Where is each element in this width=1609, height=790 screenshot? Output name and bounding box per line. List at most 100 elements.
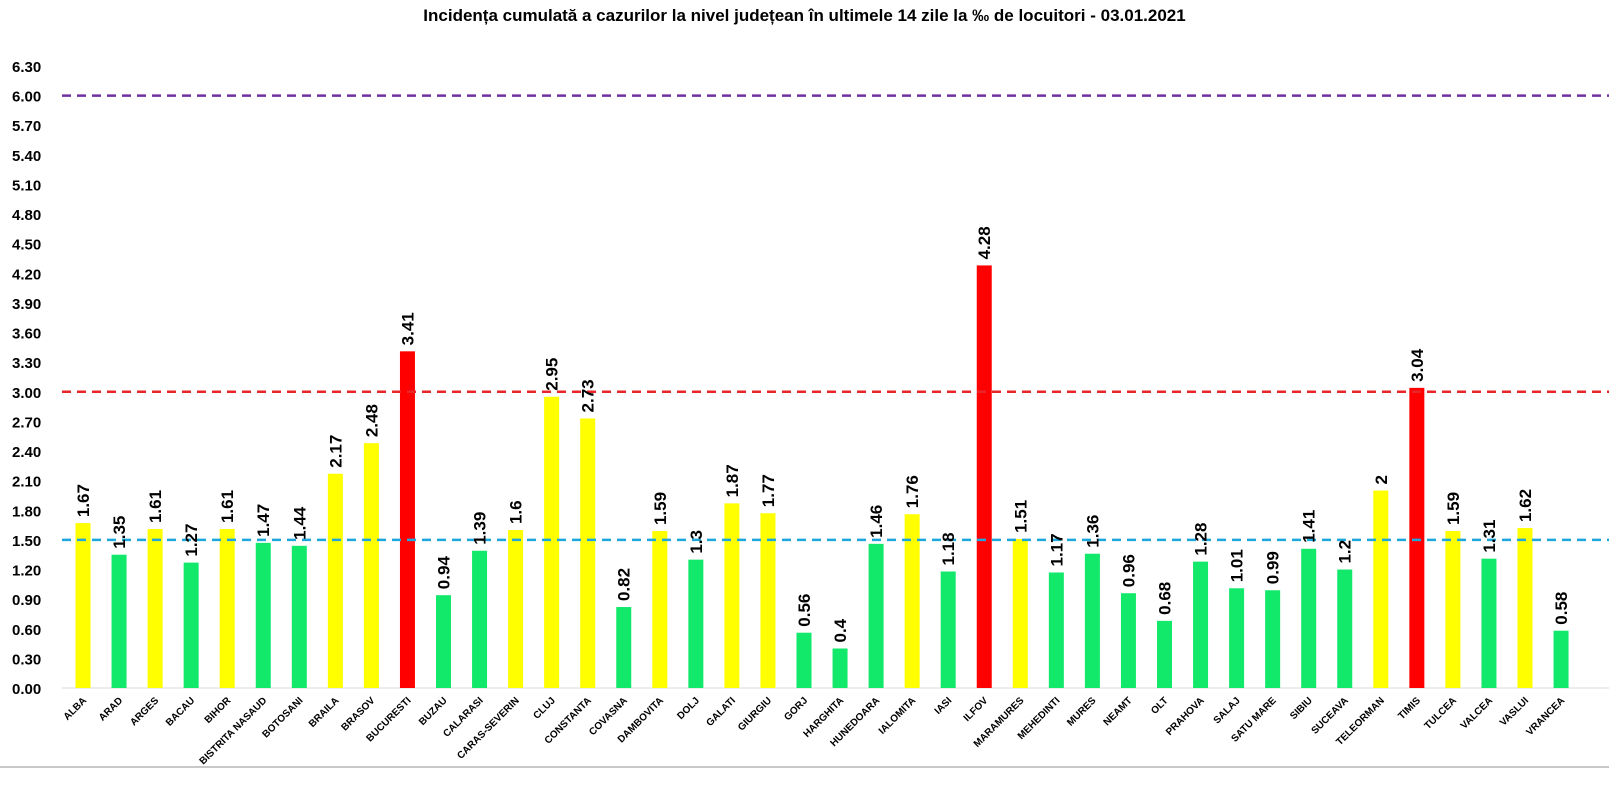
bar-salaj xyxy=(1229,588,1245,688)
data-label: 1.67 xyxy=(74,484,93,517)
category-label: BIHOR xyxy=(203,695,234,726)
bar-galati xyxy=(724,503,740,688)
bar-gorj xyxy=(796,632,812,688)
y-tick-label: 5.40 xyxy=(12,148,41,165)
category-label: CARAS-SEVERIN xyxy=(455,695,521,761)
category-label: OLT xyxy=(1149,695,1170,716)
y-tick-label: 0.00 xyxy=(12,681,41,698)
bar-valcea xyxy=(1481,558,1497,688)
data-label: 1.46 xyxy=(867,505,886,538)
y-tick-label: 6.30 xyxy=(12,59,41,76)
y-tick-label: 1.80 xyxy=(12,503,41,520)
category-label: DOLJ xyxy=(675,695,702,722)
category-label: BISTRITA NASAUD xyxy=(198,695,270,767)
data-label: 1.61 xyxy=(218,490,237,523)
data-label: 2.17 xyxy=(326,435,345,468)
bar-arad xyxy=(111,554,127,688)
data-label: 1.17 xyxy=(1047,533,1066,566)
data-label: 0.94 xyxy=(435,556,454,590)
bar-ialomita xyxy=(904,514,920,688)
data-label: 1.44 xyxy=(290,506,309,540)
data-label: 1.59 xyxy=(1444,492,1463,525)
bar-neamt xyxy=(1120,593,1136,688)
bar-buzau xyxy=(436,595,451,688)
category-label: BRAILA xyxy=(307,695,341,729)
bar-mehedinti xyxy=(1048,572,1064,688)
y-tick-label: 3.60 xyxy=(12,326,41,343)
data-label: 1.27 xyxy=(182,524,201,557)
category-label: ALBA xyxy=(62,695,89,722)
category-label: ILFOV xyxy=(962,695,991,724)
y-tick-label: 4.50 xyxy=(12,237,41,254)
bar-harghita xyxy=(832,648,848,688)
data-label: 2.48 xyxy=(362,404,381,437)
data-label: 0.99 xyxy=(1264,551,1283,584)
chart-title: Incidența cumulată a cazurilor la nivel … xyxy=(423,6,1186,25)
bar-suceava xyxy=(1337,569,1353,688)
category-label: SIBIU xyxy=(1288,695,1315,722)
bar-hunedoara xyxy=(868,543,884,688)
category-label: BRASOV xyxy=(339,695,377,733)
bar-calarasi xyxy=(472,550,488,688)
bar-teleorman xyxy=(1373,490,1389,688)
data-label: 1.35 xyxy=(110,516,129,549)
bar-iasi xyxy=(940,571,956,688)
bar-brasov xyxy=(363,443,379,688)
data-label: 2 xyxy=(1372,475,1391,484)
y-tick-label: 6.00 xyxy=(12,89,41,106)
category-label: VASLUI xyxy=(1498,695,1531,728)
bar-caras-severin xyxy=(508,530,524,688)
data-label: 3.04 xyxy=(1408,348,1427,382)
data-label: 0.58 xyxy=(1552,592,1571,625)
y-tick-label: 4.80 xyxy=(12,207,41,224)
category-label: PRAHOVA xyxy=(1164,695,1207,738)
data-label: 1.36 xyxy=(1083,515,1102,548)
data-label: 0.82 xyxy=(615,568,634,601)
category-label: GIURGIU xyxy=(736,695,774,733)
data-label: 1.28 xyxy=(1192,523,1211,556)
category-label: ARGES xyxy=(128,695,161,728)
bar-vaslui xyxy=(1517,528,1533,688)
data-label: 1.47 xyxy=(254,504,273,537)
y-tick-label: 1.50 xyxy=(12,533,41,550)
data-label: 1.39 xyxy=(471,512,490,545)
data-label: 4.28 xyxy=(975,226,994,259)
bar-sibiu xyxy=(1301,548,1317,688)
data-label: 1.2 xyxy=(1336,540,1355,564)
bar-timis xyxy=(1409,387,1425,688)
bar-alba xyxy=(75,523,91,688)
bar-braila xyxy=(327,473,343,688)
y-tick-label: 0.90 xyxy=(12,592,41,609)
category-label: NEAMT xyxy=(1102,695,1135,728)
category-label: GORJ xyxy=(782,695,810,723)
data-label: 0.96 xyxy=(1119,554,1138,587)
y-tick-label: 3.30 xyxy=(12,355,41,372)
bar-covasna xyxy=(616,607,632,688)
bars xyxy=(75,265,1569,688)
y-tick-label: 3.90 xyxy=(12,296,41,313)
category-label: GALATI xyxy=(704,695,738,729)
y-tick-label: 3.00 xyxy=(12,385,41,402)
y-axis-ticks: 0.00 0.30 0.60 0.90 1.20 1.50 1.80 2.10 2.40 2.70… xyxy=(12,59,41,698)
bar-bucuresti xyxy=(399,351,415,688)
bar-botosani xyxy=(291,545,307,688)
y-tick-label: 1.20 xyxy=(12,563,41,580)
y-tick-label: 5.10 xyxy=(12,177,41,194)
bar-arges xyxy=(147,529,163,688)
bar-bistrita-nasaud xyxy=(255,542,271,688)
category-label: ARAD xyxy=(97,695,125,723)
bar-tulcea xyxy=(1445,531,1461,688)
data-label: 1.77 xyxy=(759,474,778,507)
y-tick-label: 0.30 xyxy=(12,651,41,668)
bar-satu-mare xyxy=(1265,590,1281,688)
data-label: 0.56 xyxy=(795,594,814,627)
data-label: 0.68 xyxy=(1156,582,1175,615)
data-label: 1.87 xyxy=(723,464,742,497)
y-tick-label: 4.20 xyxy=(12,266,41,283)
bar-constanta xyxy=(580,418,596,688)
data-label: 3.41 xyxy=(398,312,417,345)
data-label: 1.76 xyxy=(903,475,922,508)
data-label: 1.31 xyxy=(1480,520,1499,553)
y-tick-label: 2.70 xyxy=(12,414,41,431)
